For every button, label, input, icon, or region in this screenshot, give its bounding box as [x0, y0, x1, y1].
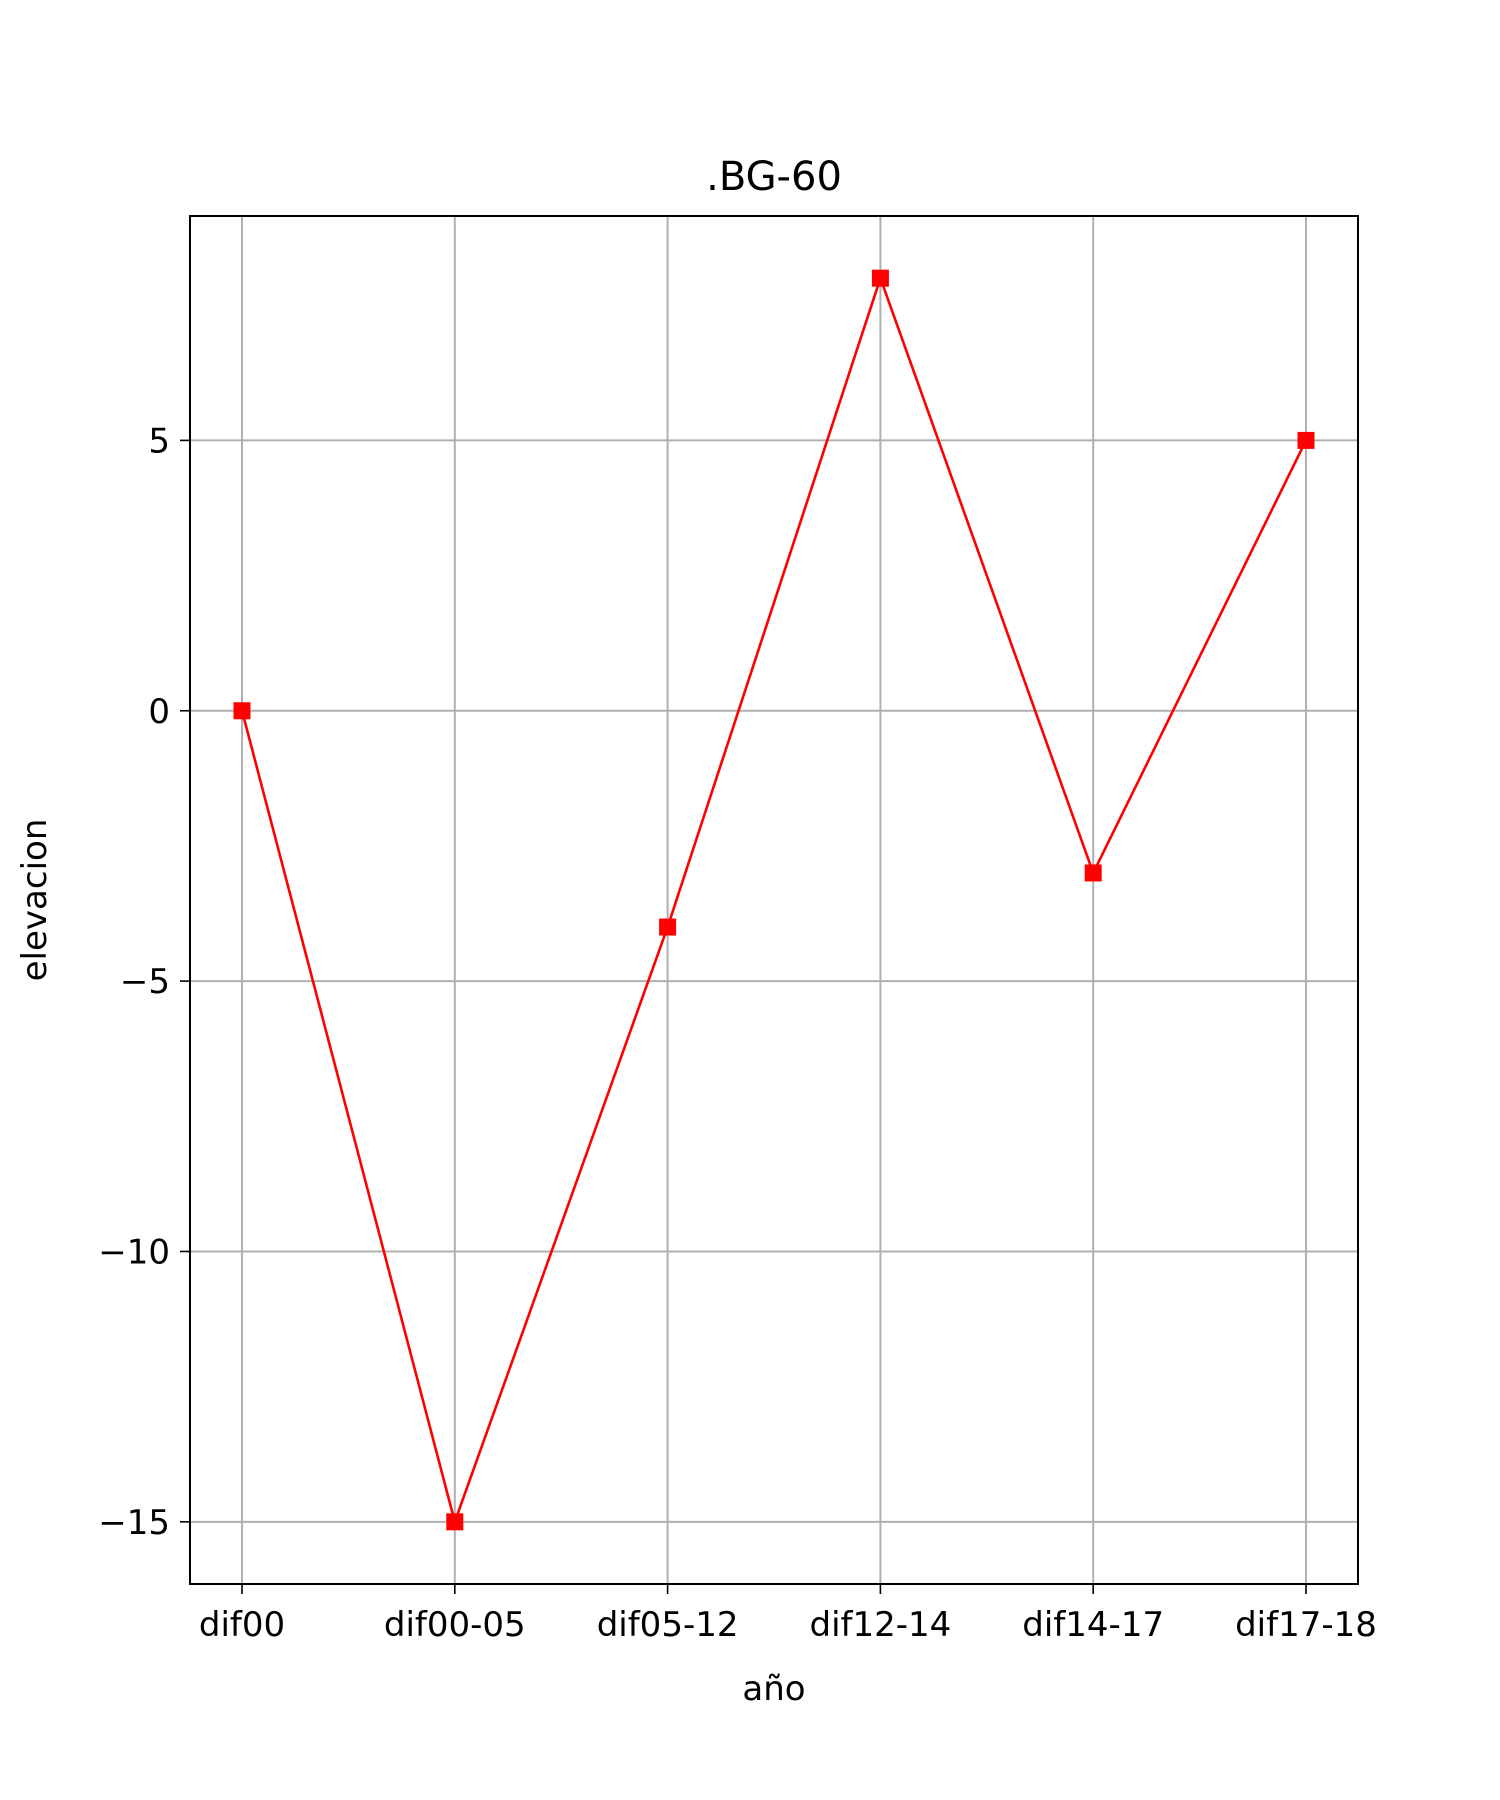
ticks-layer: dif00 dif00-05 dif05-12 dif12-14 dif14-17 dif… [98, 421, 1377, 1645]
data-point-marker [233, 702, 251, 720]
data-point-marker [1084, 864, 1102, 882]
plot-frame [189, 215, 1359, 1585]
x-tick-label: dif00 [199, 1605, 285, 1645]
x-tick-label: dif12-14 [810, 1605, 952, 1645]
data-point-marker [446, 1513, 464, 1531]
data-point-marker [871, 269, 889, 287]
y-tick-label: −5 [120, 962, 170, 1002]
grid-layer [190, 216, 1358, 1584]
chart-title: .BG-60 [706, 154, 842, 200]
x-tick-label: dif17-18 [1235, 1605, 1377, 1645]
y-axis-label: elevacion [15, 819, 55, 982]
x-tick-label: dif05-12 [597, 1605, 739, 1645]
x-tick-label: dif00-05 [384, 1605, 526, 1645]
data-point-marker [1297, 431, 1315, 449]
plot-area-background [190, 216, 1358, 1584]
y-tick-label: 5 [148, 421, 170, 461]
y-tick-label: 0 [148, 692, 170, 732]
series-layer [233, 269, 1315, 1531]
series-line [240, 274, 1308, 1527]
y-tick-label: −15 [98, 1503, 170, 1543]
x-tick-label: dif14-17 [1022, 1605, 1164, 1645]
data-point-marker [659, 918, 677, 936]
y-tick-label: −10 [98, 1232, 170, 1272]
x-axis-label: año [742, 1669, 805, 1709]
